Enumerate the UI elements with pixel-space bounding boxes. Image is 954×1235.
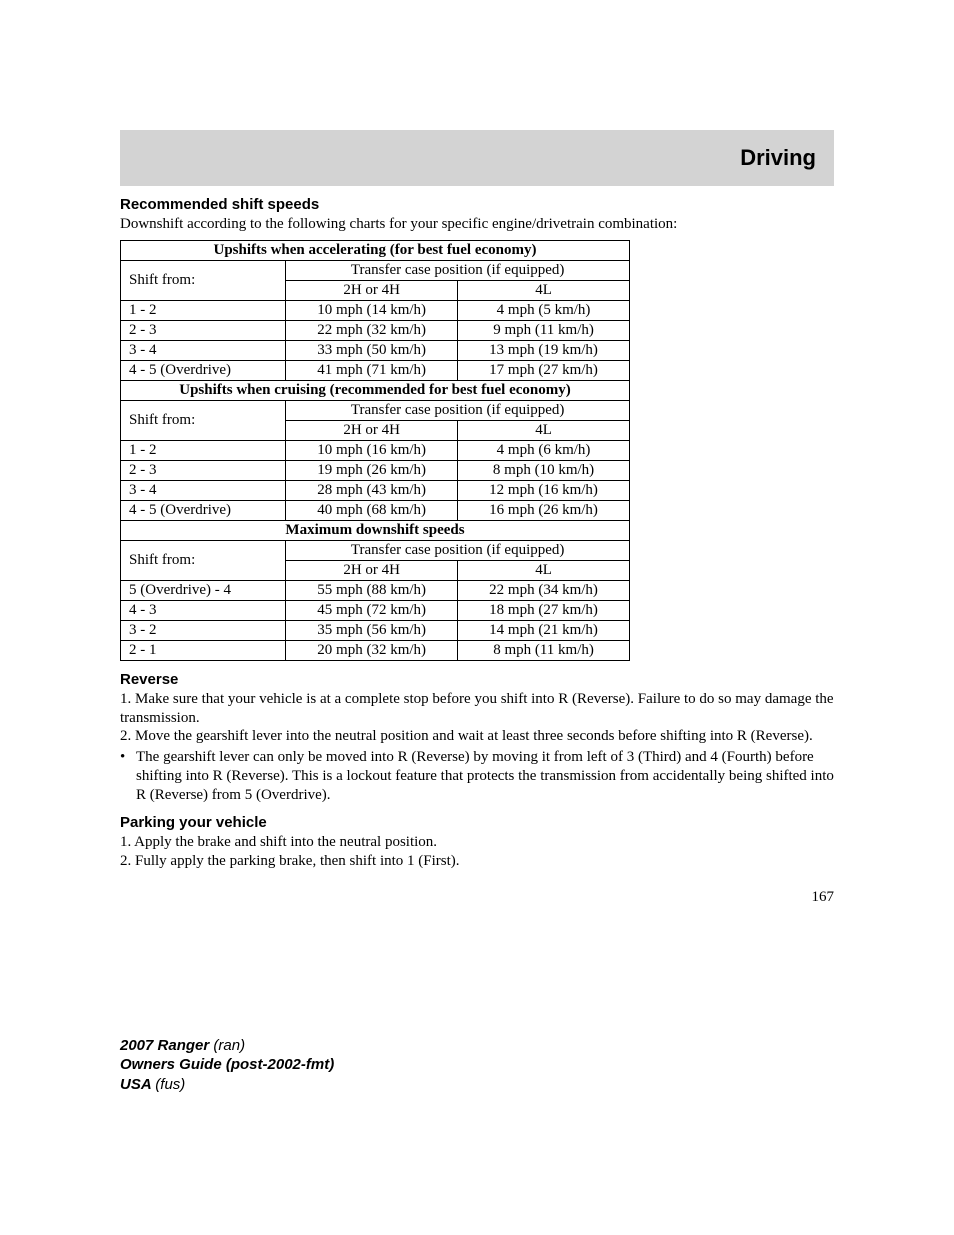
speed-2h4h-cell: 41 mph (71 km/h)	[286, 360, 458, 380]
shift-range-cell: 3 - 2	[121, 620, 286, 640]
col-4l: 4L	[458, 420, 630, 440]
parking-step-1: 1. Apply the brake and shift into the ne…	[120, 833, 834, 852]
col-4l: 4L	[458, 560, 630, 580]
shift-from-label: Shift from:	[121, 540, 286, 580]
footer-guide: Owners Guide (post-2002-fmt)	[120, 1055, 834, 1075]
section-header-bar: Driving	[120, 130, 834, 186]
reverse-heading: Reverse	[120, 671, 834, 688]
table-row: 3 - 428 mph (43 km/h)12 mph (16 km/h)	[121, 480, 630, 500]
speed-4l-cell: 9 mph (11 km/h)	[458, 320, 630, 340]
table-row: 1 - 210 mph (14 km/h)4 mph (5 km/h)	[121, 300, 630, 320]
section-title: Driving	[740, 145, 816, 171]
table-row: 4 - 5 (Overdrive)41 mph (71 km/h)17 mph …	[121, 360, 630, 380]
speed-2h4h-cell: 20 mph (32 km/h)	[286, 640, 458, 660]
transfer-case-label: Transfer case position (if equipped)	[286, 400, 630, 420]
shift-range-cell: 2 - 3	[121, 460, 286, 480]
shift-range-cell: 2 - 1	[121, 640, 286, 660]
reverse-step-1: 1. Make sure that your vehicle is at a c…	[120, 690, 834, 728]
speed-4l-cell: 13 mph (19 km/h)	[458, 340, 630, 360]
page-number: 167	[120, 889, 834, 906]
table-section-title: Maximum downshift speeds	[121, 520, 630, 540]
table-row: 2 - 319 mph (26 km/h)8 mph (10 km/h)	[121, 460, 630, 480]
shift-from-label: Shift from:	[121, 400, 286, 440]
shift-speeds-table: Upshifts when accelerating (for best fue…	[120, 240, 630, 661]
table-row: 2 - 120 mph (32 km/h)8 mph (11 km/h)	[121, 640, 630, 660]
footer-region-code: (fus)	[155, 1076, 185, 1093]
speed-2h4h-cell: 40 mph (68 km/h)	[286, 500, 458, 520]
shift-range-cell: 4 - 3	[121, 600, 286, 620]
reverse-step-2: 2. Move the gearshift lever into the neu…	[120, 727, 834, 746]
shift-range-cell: 5 (Overdrive) - 4	[121, 580, 286, 600]
speed-2h4h-cell: 55 mph (88 km/h)	[286, 580, 458, 600]
shift-range-cell: 1 - 2	[121, 440, 286, 460]
speed-4l-cell: 16 mph (26 km/h)	[458, 500, 630, 520]
shift-range-cell: 2 - 3	[121, 320, 286, 340]
speed-2h4h-cell: 33 mph (50 km/h)	[286, 340, 458, 360]
shift-range-cell: 3 - 4	[121, 480, 286, 500]
table-row: 5 (Overdrive) - 455 mph (88 km/h)22 mph …	[121, 580, 630, 600]
speed-2h4h-cell: 35 mph (56 km/h)	[286, 620, 458, 640]
recommended-shift-heading: Recommended shift speeds	[120, 196, 834, 213]
table-section-title: Upshifts when accelerating (for best fue…	[121, 240, 630, 260]
table-row: 2 - 322 mph (32 km/h)9 mph (11 km/h)	[121, 320, 630, 340]
recommended-shift-intro: Downshift according to the following cha…	[120, 215, 834, 234]
table-row: 4 - 5 (Overdrive)40 mph (68 km/h)16 mph …	[121, 500, 630, 520]
bullet-icon: •	[120, 748, 136, 767]
table-row: 3 - 433 mph (50 km/h)13 mph (19 km/h)	[121, 340, 630, 360]
col-2h-4h: 2H or 4H	[286, 560, 458, 580]
table-row: 1 - 210 mph (16 km/h)4 mph (6 km/h)	[121, 440, 630, 460]
footer-block: 2007 Ranger (ran) Owners Guide (post-200…	[120, 1036, 834, 1095]
reverse-bullet: • The gearshift lever can only be moved …	[120, 748, 834, 804]
speed-2h4h-cell: 45 mph (72 km/h)	[286, 600, 458, 620]
speed-2h4h-cell: 22 mph (32 km/h)	[286, 320, 458, 340]
footer-region: USA	[120, 1076, 155, 1093]
transfer-case-label: Transfer case position (if equipped)	[286, 540, 630, 560]
speed-2h4h-cell: 28 mph (43 km/h)	[286, 480, 458, 500]
footer-model-code: (ran)	[213, 1037, 245, 1054]
speed-2h4h-cell: 10 mph (16 km/h)	[286, 440, 458, 460]
speed-4l-cell: 14 mph (21 km/h)	[458, 620, 630, 640]
shift-range-cell: 1 - 2	[121, 300, 286, 320]
reverse-bullet-text: The gearshift lever can only be moved in…	[136, 748, 834, 804]
table-row: 4 - 345 mph (72 km/h)18 mph (27 km/h)	[121, 600, 630, 620]
shift-range-cell: 4 - 5 (Overdrive)	[121, 500, 286, 520]
table-section-title: Upshifts when cruising (recommended for …	[121, 380, 630, 400]
speed-2h4h-cell: 10 mph (14 km/h)	[286, 300, 458, 320]
shift-from-label: Shift from:	[121, 260, 286, 300]
col-2h-4h: 2H or 4H	[286, 420, 458, 440]
parking-heading: Parking your vehicle	[120, 814, 834, 831]
col-4l: 4L	[458, 280, 630, 300]
speed-4l-cell: 8 mph (10 km/h)	[458, 460, 630, 480]
table-row: 3 - 235 mph (56 km/h)14 mph (21 km/h)	[121, 620, 630, 640]
footer-model: 2007 Ranger	[120, 1037, 213, 1054]
parking-step-2: 2. Fully apply the parking brake, then s…	[120, 852, 834, 871]
speed-4l-cell: 12 mph (16 km/h)	[458, 480, 630, 500]
shift-range-cell: 3 - 4	[121, 340, 286, 360]
speed-4l-cell: 22 mph (34 km/h)	[458, 580, 630, 600]
speed-4l-cell: 17 mph (27 km/h)	[458, 360, 630, 380]
speed-4l-cell: 4 mph (6 km/h)	[458, 440, 630, 460]
speed-4l-cell: 18 mph (27 km/h)	[458, 600, 630, 620]
transfer-case-label: Transfer case position (if equipped)	[286, 260, 630, 280]
col-2h-4h: 2H or 4H	[286, 280, 458, 300]
shift-range-cell: 4 - 5 (Overdrive)	[121, 360, 286, 380]
speed-4l-cell: 8 mph (11 km/h)	[458, 640, 630, 660]
speed-2h4h-cell: 19 mph (26 km/h)	[286, 460, 458, 480]
speed-4l-cell: 4 mph (5 km/h)	[458, 300, 630, 320]
